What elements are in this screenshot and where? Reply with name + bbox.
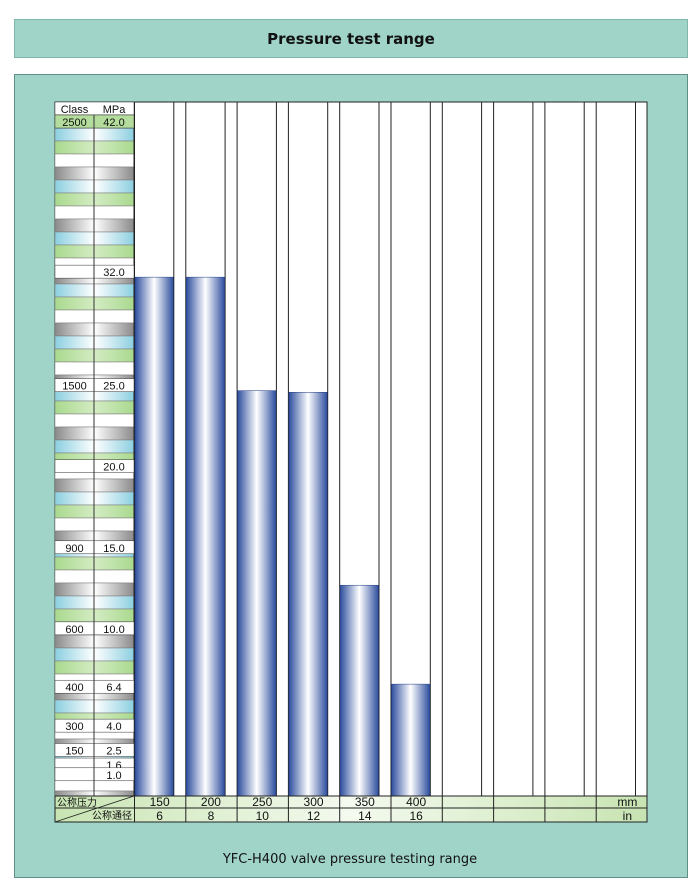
y-class-label: 400 (65, 682, 83, 694)
y-mpa-label: 1.0 (106, 770, 121, 782)
bar-250 (237, 390, 277, 797)
row-label-diameter: 公称通径 (92, 809, 132, 822)
footer-diagonal (54, 795, 135, 823)
y-class-label: 150 (65, 745, 83, 757)
x-tick-in: 14 (358, 809, 372, 823)
chart-title: Pressure test range (14, 19, 688, 58)
bar-400 (391, 683, 431, 797)
unit-in: in (623, 809, 632, 823)
y-mpa-label: 20.0 (103, 462, 124, 474)
bar-200 (186, 276, 225, 797)
x-tick-in: 6 (156, 809, 163, 823)
y-mpa-label: 15.0 (103, 543, 124, 555)
x-tick-in: 16 (409, 809, 423, 823)
footer-band (54, 795, 648, 823)
bar-300 (288, 392, 328, 797)
x-tick-mm: 200 (201, 795, 221, 809)
y-mpa-label: 6.4 (106, 682, 121, 694)
y-mpa-label: 4.0 (106, 721, 121, 733)
y-mpa-label: 42.0 (103, 117, 124, 129)
unit-mm: mm (617, 795, 637, 809)
y-mpa-label: 25.0 (103, 381, 124, 393)
x-tick-mm: 150 (150, 795, 170, 809)
x-tick-mm: 400 (406, 795, 426, 809)
y-class-label: 600 (65, 624, 83, 636)
chart-caption: YFC-H400 valve pressure testing range (222, 852, 478, 867)
y-class-label: 1500 (62, 381, 86, 393)
row-label-pressure: 公称压力 (57, 796, 97, 809)
y-class-label: 300 (65, 721, 83, 733)
bar-350 (339, 584, 379, 797)
y-mpa-label: 32.0 (103, 267, 124, 279)
bar-150 (134, 276, 174, 797)
y-mpa-label: 10.0 (103, 624, 124, 636)
x-tick-in: 8 (208, 809, 215, 823)
x-tick-mm: 250 (252, 795, 272, 809)
x-tick-in: 10 (256, 809, 270, 823)
x-tick-in: 12 (307, 809, 321, 823)
y-mpa-label: 2.5 (106, 745, 121, 757)
x-tick-mm: 300 (304, 795, 324, 809)
y-class-label: 900 (65, 543, 83, 555)
x-tick-mm: 350 (355, 795, 375, 809)
y-header-mpa: MPa (103, 104, 127, 116)
y-header-class: Class (61, 104, 89, 116)
y-class-label: 2500 (62, 117, 86, 129)
